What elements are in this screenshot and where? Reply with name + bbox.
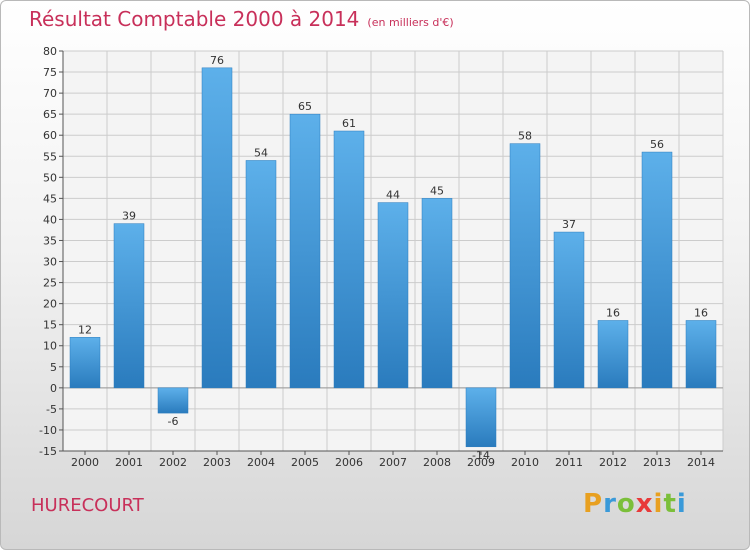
y-tick-label: -5 [46,403,57,416]
bar-value-label: 56 [650,138,664,151]
x-tick-label: 2013 [643,456,671,469]
x-tick-label: 2004 [247,456,275,469]
logo-letter: i [676,489,687,519]
bar-value-label: -14 [472,449,490,462]
bar-value-label: 39 [122,210,136,223]
y-tick-label: -10 [39,424,57,437]
bar [289,113,321,389]
y-tick-label: 70 [43,87,57,100]
x-tick-label: 2003 [203,456,231,469]
x-tick-label: 2006 [335,456,363,469]
bar-value-label: 16 [694,306,708,319]
bar [69,337,101,389]
bar-value-label: 16 [606,306,620,319]
y-tick-label: 40 [43,213,57,226]
title-text: Résultat Comptable 2000 à 2014 [29,7,360,31]
y-tick-label: 75 [43,66,57,79]
bar [597,320,629,389]
bar [113,223,145,389]
x-tick-label: 2010 [511,456,539,469]
x-tick-label: 2007 [379,456,407,469]
y-tick-label: 80 [43,45,57,58]
bar-value-label: 54 [254,146,268,159]
y-tick-label: 50 [43,171,57,184]
x-tick-label: 2014 [687,456,715,469]
bar [465,387,497,448]
bars: 12 39 -6 76 54 65 61 44 45 -14 58 37 16 56 16 [69,54,717,462]
x-tick-label: 2005 [291,456,319,469]
y-tick-label: 25 [43,277,57,290]
bar [685,320,717,389]
logo-letter: x [635,489,654,519]
bar-value-label: -6 [168,415,179,428]
bar [509,143,541,389]
bar-value-label: 12 [78,323,92,336]
bar-value-label: 37 [562,218,576,231]
proxiti-logo[interactable]: Proxiti [583,489,687,519]
logo-letter: o [616,489,636,519]
bar-value-label: 58 [518,130,532,143]
bar-value-label: 44 [386,189,400,202]
bar-value-label: 45 [430,184,444,197]
x-tick-label: 2008 [423,456,451,469]
x-tick-label: 2001 [115,456,143,469]
bar [333,130,365,389]
y-tick-label: 55 [43,150,57,163]
y-tick-label: 0 [50,382,57,395]
commune-name: HURECOURT [31,495,144,516]
bar [157,387,189,414]
x-tick-label: 2012 [599,456,627,469]
bar [641,151,673,389]
y-tick-label: 5 [50,361,57,374]
y-axis: -15 -10 -5 0 5 10 15 20 25 30 35 40 45 50 55 60 65 70 75 80 [39,45,64,458]
chart-title: Résultat Comptable 2000 à 2014 (en millie… [29,7,454,31]
x-tick-label: 2000 [71,456,99,469]
y-tick-label: 10 [43,340,57,353]
title-unit: (en milliers d'€) [367,16,454,29]
y-tick-label: 30 [43,256,57,269]
y-tick-label: 20 [43,298,57,311]
bar [553,231,585,389]
logo-letter: P [583,489,604,519]
y-tick-label: 45 [43,192,57,205]
x-tick-label: 2009 [467,456,495,469]
bar [201,67,233,389]
bar [245,160,277,389]
x-tick-label: 2002 [159,456,187,469]
bar-value-label: 61 [342,117,356,130]
x-axis: 2000 2001 2002 2003 2004 2005 2006 2007 2008 2009… [63,450,723,469]
y-tick-label: 65 [43,108,57,121]
bar [377,202,409,389]
logo-letter: i [653,489,664,519]
bar-value-label: 65 [298,100,312,113]
logo-letter: t [663,489,677,519]
y-tick-label: 35 [43,234,57,247]
bar [421,198,453,389]
x-tick-label: 2011 [555,456,583,469]
y-tick-label: 15 [43,319,57,332]
y-tick-label: 60 [43,129,57,142]
y-tick-label: -15 [39,445,57,458]
bar-value-label: 76 [210,54,224,67]
logo-letter: r [603,489,617,519]
